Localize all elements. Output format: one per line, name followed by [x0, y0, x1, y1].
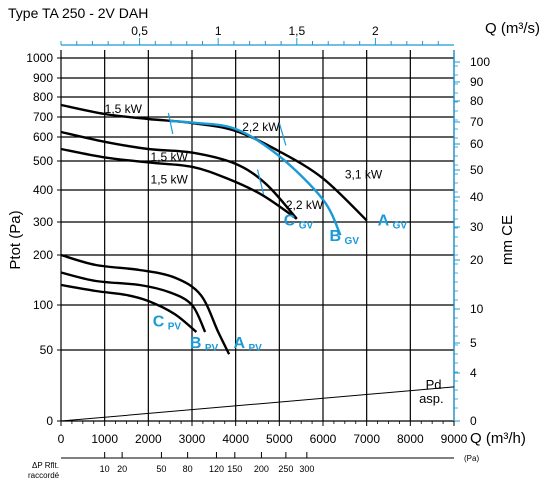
- right-tick-label: 70: [470, 115, 484, 129]
- right-tick-label: 90: [470, 75, 484, 89]
- dp-scale-tick-label: 250: [278, 464, 293, 474]
- left-tick-label: 50: [40, 343, 54, 357]
- curve-label-sub: GV: [393, 220, 408, 231]
- power-label: 1,5 kW: [105, 102, 143, 116]
- series-line-c-pv: [60, 283, 198, 333]
- series-line-b-gv: [170, 119, 342, 236]
- curve-label-letter: A: [233, 335, 245, 352]
- dp-scale-tick-label: 20: [117, 464, 127, 474]
- right-tick-label: 40: [470, 190, 484, 204]
- bottom-tick-label: 5000: [266, 432, 293, 446]
- axes-layer: 0,5 1 1,5 2 Q (m³/s)045102030405060708090100…: [7, 20, 540, 480]
- power-label: 3,1 kW: [345, 167, 383, 181]
- left-tick-label: 500: [33, 154, 53, 168]
- curve-label-letter: C: [284, 212, 296, 229]
- series-line-b-pv: [60, 271, 207, 333]
- pd-label-line1: Pd: [426, 377, 442, 392]
- right-tick-label: 80: [470, 94, 484, 108]
- bottom-tick-label: 7000: [353, 432, 380, 446]
- left-tick-label: 100: [33, 298, 53, 312]
- curve-label-sub: PV: [248, 343, 262, 354]
- left-tick-label: 800: [33, 90, 53, 104]
- pd-label-line2: asp.: [419, 391, 444, 406]
- right-tick-label: 4: [470, 366, 477, 380]
- power-boundary-mark: [278, 122, 287, 146]
- left-axis-label: Ptot (Pa): [7, 210, 24, 269]
- dp-scale-label-line2: raccordé: [28, 471, 60, 480]
- dp-scale-label-line1: ΔP Rflt.: [32, 461, 59, 470]
- top-axis-label: Q (m³/s): [485, 20, 540, 37]
- bottom-tick-label: 6000: [310, 432, 337, 446]
- curve-label-letter: B: [330, 228, 342, 245]
- right-tick-label: 5: [470, 336, 477, 350]
- curve-label-sub: PV: [168, 322, 182, 333]
- power-label: 1,5 kW: [151, 150, 189, 164]
- series-line-a-pv: [60, 253, 231, 355]
- bottom-tick-label: 3000: [179, 432, 206, 446]
- dp-scale-tick-label: 120: [209, 464, 224, 474]
- power-boundary-mark: [256, 169, 265, 195]
- power-label: 2,2 kW: [242, 120, 280, 134]
- curve-label-letter: B: [190, 335, 202, 352]
- bottom-tick-label: 0: [58, 432, 65, 446]
- power-label: 1,5 kW: [151, 173, 189, 187]
- dp-scale-tick-label: 80: [183, 464, 193, 474]
- bottom-tick-label: 4000: [222, 432, 249, 446]
- series-line-c-gv-lower: [60, 147, 298, 220]
- left-tick-label: 900: [33, 71, 53, 85]
- power-boundary-mark: [167, 112, 174, 135]
- bottom-tick-label: 1000: [91, 432, 118, 446]
- dp-scale-tick-label: 10: [100, 464, 110, 474]
- right-tick-label: 100: [470, 55, 490, 69]
- bottom-tick-label: 8000: [397, 432, 424, 446]
- right-tick-label: 20: [470, 253, 484, 267]
- top-tick-label: 0,5: [131, 24, 148, 38]
- dp-scale-tick-label: 50: [156, 464, 166, 474]
- curve-label-sub: PV: [205, 343, 219, 354]
- series-line-a-gv: [60, 103, 368, 222]
- curve-label-sub: GV: [299, 220, 314, 231]
- left-tick-label: 0: [46, 414, 53, 428]
- right-tick-label: 0: [470, 414, 477, 428]
- right-tick-label: 60: [470, 137, 484, 151]
- top-tick-label: 1: [215, 24, 222, 38]
- dp-scale-tick-label: 300: [299, 464, 314, 474]
- dp-scale-tick-label: 200: [254, 464, 269, 474]
- left-tick-label: 300: [33, 215, 53, 229]
- top-tick-label: 1,5: [288, 24, 305, 38]
- series-line-c-gv: [60, 130, 298, 220]
- curve-label-sub: GV: [345, 236, 360, 247]
- curve-label-letter: C: [153, 314, 165, 331]
- bottom-axis-label: Q (m³/h): [470, 430, 526, 447]
- left-tick-label: 1000: [26, 51, 53, 65]
- series-line-pd-asp: [60, 386, 455, 422]
- top-tick-label: 2: [372, 24, 379, 38]
- left-tick-label: 200: [33, 248, 53, 262]
- bottom-tick-label: 2000: [135, 432, 162, 446]
- right-tick-label: 10: [470, 302, 484, 316]
- right-tick-label: 50: [470, 163, 484, 177]
- left-tick-label: 600: [33, 130, 53, 144]
- annotation-layer: 1,5 kW2,2 kW1,5 kW1,5 kW 3,1 kW2,2 kWC GVB…: [105, 102, 444, 406]
- left-tick-label: 700: [33, 110, 53, 124]
- chart-title: Type TA 250 - 2V DAH: [8, 5, 148, 21]
- right-tick-label: 30: [470, 220, 484, 234]
- right-axis-label: mm CE: [499, 215, 516, 265]
- dp-scale-unit: (Pa): [464, 454, 479, 463]
- power-label: 2,2 kW: [286, 198, 324, 212]
- bottom-tick-label: 9000: [441, 432, 468, 446]
- series-layer: [60, 103, 455, 422]
- left-tick-label: 400: [33, 183, 53, 197]
- dp-scale-tick-label: 150: [227, 464, 242, 474]
- curve-label-letter: A: [378, 212, 390, 229]
